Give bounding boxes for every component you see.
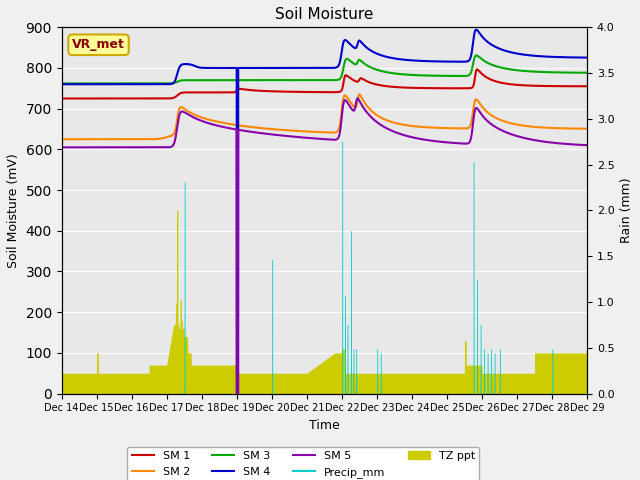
Text: VR_met: VR_met — [72, 38, 125, 51]
Y-axis label: Soil Moisture (mV): Soil Moisture (mV) — [7, 153, 20, 268]
Title: Soil Moisture: Soil Moisture — [275, 7, 374, 22]
X-axis label: Time: Time — [309, 419, 340, 432]
Legend: SM 1, SM 2, SM 3, SM 4, SM 5, Precip_mm, TZ ppt: SM 1, SM 2, SM 3, SM 4, SM 5, Precip_mm,… — [127, 447, 479, 480]
Y-axis label: Rain (mm): Rain (mm) — [620, 178, 633, 243]
